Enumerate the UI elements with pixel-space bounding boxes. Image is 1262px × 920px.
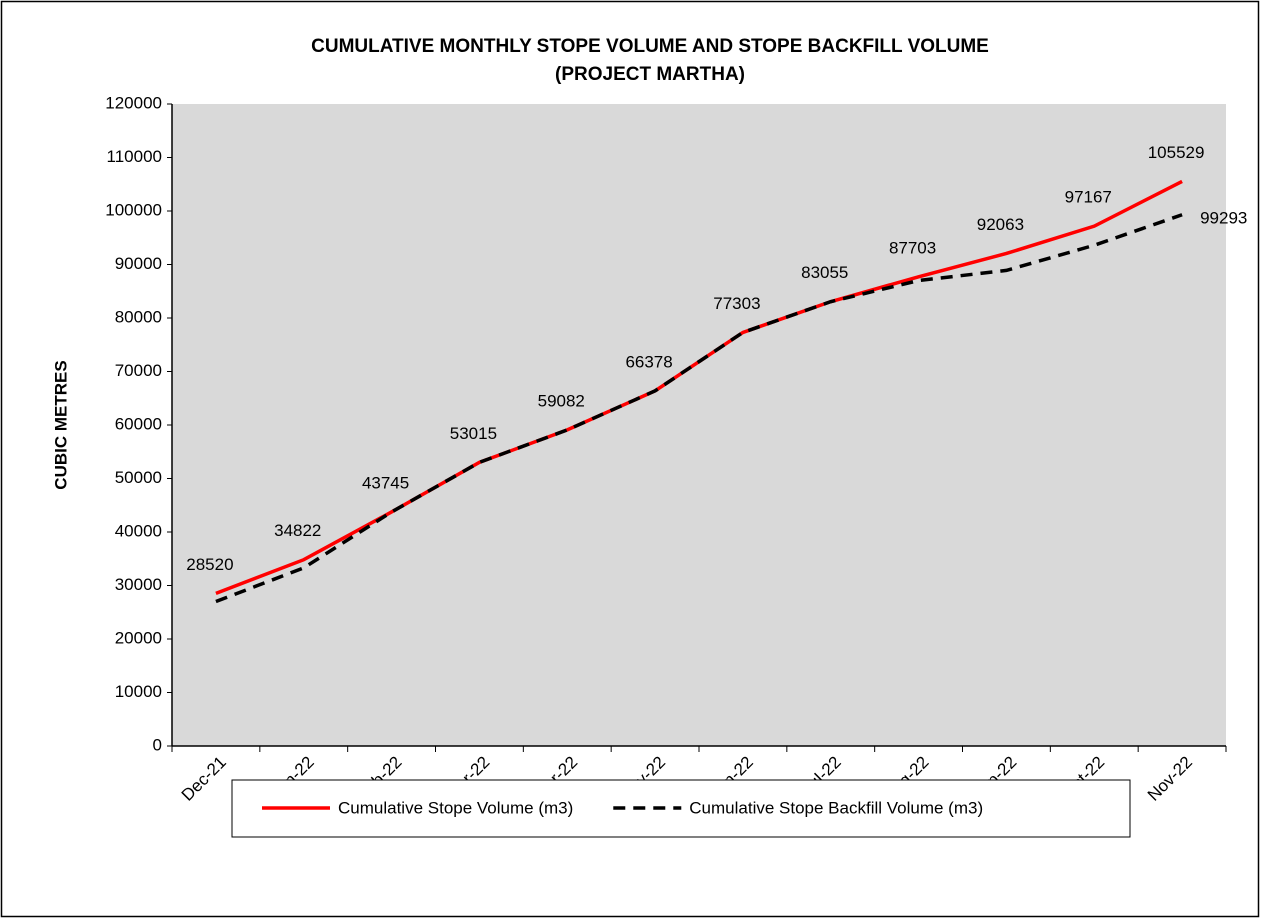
plot-area [172,104,1226,746]
data-label: 53015 [450,424,497,443]
y-axis-title: CUBIC METRES [51,360,70,489]
data-label: 34822 [274,521,321,540]
y-tick-label: 50000 [115,468,162,487]
data-label: 87703 [889,238,936,257]
legend-label: Cumulative Stope Backfill Volume (m3) [689,798,983,817]
y-tick-label: 90000 [115,254,162,273]
y-tick-label: 100000 [105,200,162,219]
legend-label: Cumulative Stope Volume (m3) [338,798,573,817]
y-tick-label: 60000 [115,414,162,433]
y-tick-label: 20000 [115,628,162,647]
chart-title: CUMULATIVE MONTHLY STOPE VOLUME AND STOP… [311,36,989,57]
data-label: 77303 [713,294,760,313]
data-label: 43745 [362,473,409,492]
y-tick-label: 80000 [115,307,162,326]
y-tick-label: 70000 [115,361,162,380]
data-label: 83055 [801,263,848,282]
y-tick-label: 0 [153,735,162,754]
series-line [215,213,1183,604]
y-tick-label: 120000 [105,93,162,112]
data-label: 97167 [1065,188,1112,207]
data-label: 66378 [625,352,672,371]
data-label: 92063 [977,215,1024,234]
y-tick-label: 110000 [107,147,162,166]
y-tick-label: 40000 [115,521,162,540]
y-tick-label: 10000 [115,682,162,701]
data-label: 28520 [186,555,233,574]
data-label: 99293 [1200,208,1247,227]
y-tick-label: 30000 [115,575,162,594]
chart-title: (PROJECT MARTHA) [555,64,745,85]
data-label: 59082 [538,391,585,410]
data-label: 105529 [1148,143,1205,162]
